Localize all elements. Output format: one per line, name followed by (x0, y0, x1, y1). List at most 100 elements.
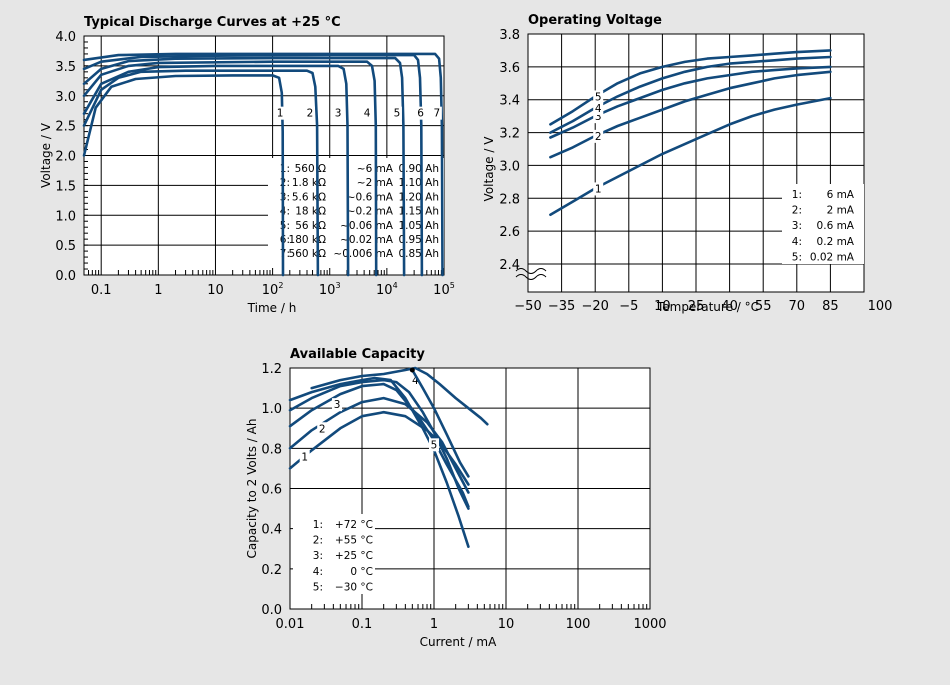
x-tick-exponent: 4 (393, 281, 398, 290)
legend-number: 5: (792, 251, 802, 263)
chart-title: Available Capacity (290, 347, 425, 362)
x-tick-label: 104 (376, 281, 398, 298)
x-tick-label: −50 (514, 299, 541, 314)
legend-number: 1: (792, 189, 802, 201)
legend-number: 1: (280, 163, 290, 175)
legend-current: 0.02 mA (810, 251, 855, 263)
available-capacity-chart: 0.01 0.1 1 10 100 1000 0.0 0.2 0.4 0.6 0.8 1.0 1.2 1:… (245, 347, 667, 649)
legend-current: ~0.02 mA (340, 234, 394, 246)
x-tick-label: −35 (548, 299, 575, 314)
legend-number: 4: (280, 206, 290, 218)
legend-number: 7: (280, 248, 290, 260)
chart-title: Operating Voltage (528, 13, 662, 28)
y-tick-label: 3.8 (499, 28, 520, 43)
curve-label-4: 4 (412, 375, 419, 387)
curve-label-bg (410, 374, 421, 388)
curve-label-bg (593, 110, 604, 124)
curve-label-4: 4 (595, 103, 602, 115)
legend-number: 4: (792, 236, 802, 248)
y-tick-label: 2.5 (55, 120, 76, 135)
y-tick-label: 3.0 (499, 159, 520, 174)
capacity-curve-2 (288, 396, 470, 494)
legend-temp: +25 °C (335, 550, 373, 562)
y-tick-label: 4.0 (55, 30, 76, 45)
y-axis-label: Capacity to 2 Volts / Ah (245, 419, 259, 559)
y-tick-label: 0.0 (261, 603, 282, 618)
capacity-curve-extension (411, 368, 470, 478)
legend-current: ~0.6 mA (347, 191, 394, 203)
legend-current: ~0.006 mA (333, 248, 393, 260)
y-tick-label: 1.0 (261, 402, 282, 417)
legend-temp: +55 °C (335, 535, 373, 547)
discharge-curve-4 (82, 60, 378, 277)
legend-box (293, 514, 375, 594)
x-tick-label: 1 (154, 283, 162, 298)
legend-current: ~0.2 mA (347, 206, 394, 218)
legend-number: 2: (792, 205, 802, 217)
y-axis-label: Voltage / V (39, 122, 53, 188)
x-tick-exponent: 3 (335, 281, 340, 290)
y-tick-label: 1.0 (55, 209, 76, 224)
x-tick-label: 105 (433, 281, 455, 298)
x-tick-label: 85 (822, 299, 839, 314)
legend-number: 1: (313, 519, 323, 531)
y-tick-label: 0.4 (261, 523, 282, 538)
x-tick-label: −5 (619, 299, 638, 314)
legend-capacity: 0.95 Ah (398, 234, 439, 246)
legend-number: 4: (313, 566, 323, 578)
chart-title: Typical Discharge Curves at +25 °C (84, 15, 341, 30)
y-tick-label: 2.0 (55, 150, 76, 165)
x-tick-label: 70 (789, 299, 806, 314)
curve-label-bg (593, 129, 604, 143)
curve-label-2: 2 (307, 108, 314, 120)
curve-label-bg (415, 106, 426, 120)
curve-label-5: 5 (595, 91, 602, 103)
legend-temp: +72 °C (335, 519, 373, 531)
curve-label-5: 5 (394, 108, 401, 120)
legend-current: 0.6 mA (817, 220, 855, 232)
x-tick-label: 10 (498, 617, 515, 632)
legend-number: 2: (313, 535, 323, 547)
legend-box (782, 184, 864, 264)
legend-number: 3: (313, 550, 323, 562)
capacity-curve-5 (288, 376, 470, 548)
legend-load: 5.6 kΩ (292, 191, 326, 203)
discharge-curve-1 (82, 74, 285, 277)
curve-label-bg (333, 106, 344, 120)
y-tick-label: 2.8 (499, 192, 520, 207)
curve-label-3: 3 (334, 399, 341, 411)
discharge-curve-2 (82, 69, 320, 277)
y-tick-label: 1.2 (261, 362, 282, 377)
legend-number: 3: (280, 191, 290, 203)
legend-load: 18 kΩ (295, 206, 326, 218)
axis-break-mark (515, 274, 547, 280)
y-tick-label: 3.2 (499, 127, 520, 142)
curve-label-1: 1 (595, 183, 602, 195)
x-tick-label: 0.1 (352, 617, 373, 632)
x-tick-label: 100 (566, 617, 591, 632)
discharge-curve-3 (82, 64, 350, 277)
curve-label-bg (304, 106, 315, 120)
x-tick-label: −20 (581, 299, 608, 314)
curve-label-4: 4 (364, 108, 371, 120)
y-tick-label: 3.0 (55, 90, 76, 105)
legend-capacity: 0.85 Ah (398, 248, 439, 260)
operating-voltage-chart: −50 −35 −20 −5 10 25 40 55 70 85 1002.42.62.83.03.… (482, 13, 892, 314)
curve-label-bg (332, 398, 343, 412)
x-tick-label: 1 (430, 617, 438, 632)
peak-marker (409, 367, 415, 373)
y-tick-label: 0.5 (55, 239, 76, 254)
curve-label-2: 2 (319, 423, 326, 435)
legend-load: 56 kΩ (295, 220, 326, 232)
legend-number: 5: (313, 581, 323, 593)
curve-label-bg (593, 182, 604, 196)
y-tick-label: 0.6 (261, 483, 282, 498)
curve-label-bg (593, 101, 604, 115)
legend-capacity: 1.20 Ah (398, 191, 439, 203)
curve-label-bg (317, 422, 328, 436)
y-tick-label: 0.8 (261, 442, 282, 457)
x-tick-label: 0.01 (276, 617, 305, 632)
curve-label-bg (593, 90, 604, 104)
legend-current: 6 mA (827, 189, 855, 201)
